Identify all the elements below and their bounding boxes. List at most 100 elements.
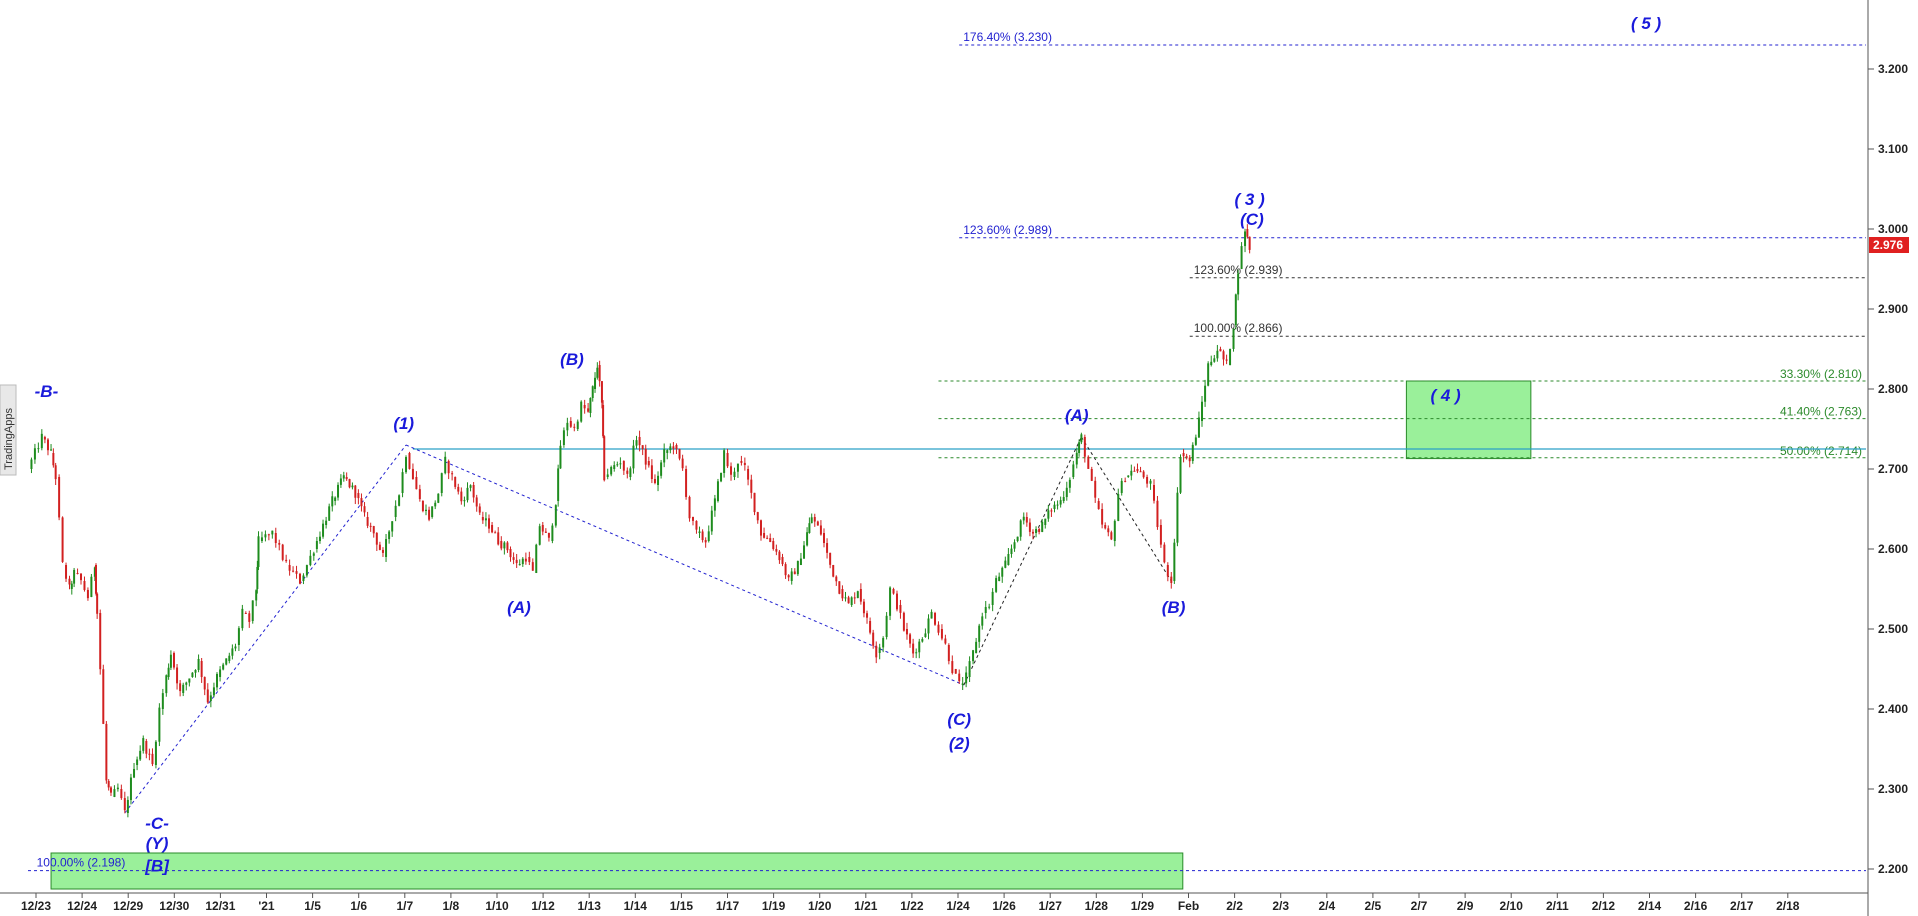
candle-body [756,512,759,521]
candle-body [123,798,126,811]
candle-body [934,613,937,625]
y-tick-label: 2.800 [1878,382,1908,396]
candle-body [1097,501,1100,510]
candle-body [139,750,142,760]
candle-body [1136,469,1139,472]
candle-body [322,523,325,537]
candle-body [278,543,281,545]
candle-body [203,677,206,690]
x-tick-label: 1/20 [808,899,832,913]
candle-body [73,569,76,584]
candle-body [613,465,616,469]
x-tick-label: 1/29 [1131,899,1155,913]
candle-body [1107,528,1110,533]
candle-body [366,517,369,526]
candle-body [816,521,819,526]
candle-body [1016,536,1019,541]
trend-line [405,444,965,686]
candle-body [219,669,222,677]
candle-body [52,453,55,466]
trend-lines [124,436,1172,814]
candle-body [747,469,750,480]
candle-body [927,618,930,634]
candle-body [194,669,197,673]
candle-body [1130,470,1133,476]
candle-body [107,781,110,788]
fib-levels: 176.40% (3.230)123.60% (2.989)123.60% (2… [28,30,1866,872]
candle-body [1075,452,1078,465]
candle-body [723,450,726,473]
candle-body [1166,565,1169,577]
candle-body [167,667,170,677]
candle-body [778,551,781,561]
candle-body [421,501,424,512]
candle-body [629,468,632,477]
candle-body [557,468,560,501]
candle-body [475,497,478,507]
candle-body [96,593,99,614]
candle-body [484,518,487,521]
y-tick-label: 3.000 [1878,222,1908,236]
candle-body [1094,480,1097,498]
candle-body [707,531,710,541]
candle-body [666,450,669,453]
candle-body [1185,456,1188,458]
candle-body [1044,518,1047,525]
candle-body [981,616,984,626]
candle-body [1188,457,1191,462]
candle-body [1170,576,1173,583]
candle-body [995,578,998,592]
candle-body [909,634,912,644]
candle-body [46,439,49,451]
candle-body [829,552,832,565]
x-tick-label: 1/22 [900,899,924,913]
candle-body [86,589,89,599]
candle-body [859,589,862,602]
candle-body [1072,464,1075,477]
x-tick-label: 1/12 [531,899,555,913]
candle-body [318,536,321,542]
candle-body [991,591,994,605]
candle-body [209,695,212,701]
candle-body [591,386,594,399]
candle-body [348,479,351,488]
candle-body [733,471,736,477]
fib-label: 176.40% (3.230) [963,30,1052,44]
candle-body [411,468,414,480]
candle-body [968,661,971,677]
candle-body [915,652,918,654]
candle-body [803,545,806,559]
candle-body [988,606,991,608]
candle-body [1004,560,1007,568]
candle-body [1110,532,1113,540]
candle-body [547,532,550,538]
candle-body [832,565,835,577]
candle-body [212,687,215,696]
candle-body [937,624,940,633]
candle-body [905,629,908,635]
candle-body [763,533,766,538]
candle-body [354,485,357,498]
candle-body [1240,246,1243,269]
candle-body [869,621,872,633]
x-tick-label: 1/8 [443,899,460,913]
candle-body [775,548,778,552]
candle-body [1133,470,1136,472]
candle-body [535,544,538,573]
candle-body [866,613,869,618]
candle-body [398,495,401,506]
candle-body [30,459,33,469]
candle-body [491,525,494,533]
candle-body [650,465,653,480]
x-tick-label: 12/23 [21,899,51,913]
candle-body [596,367,599,378]
x-tick-label: 1/14 [624,899,648,913]
candle-body [610,467,613,475]
candle-body [1031,531,1034,534]
y-tick-label: 2.900 [1878,302,1908,316]
candle-body [80,573,83,581]
candle-body [1104,525,1107,529]
candle-body [538,526,541,545]
x-tick-label: 2/9 [1457,899,1474,913]
